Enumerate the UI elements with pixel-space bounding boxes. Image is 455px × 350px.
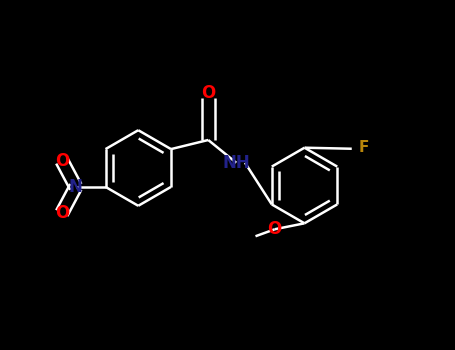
Text: O: O	[55, 152, 69, 170]
Text: NH: NH	[222, 154, 250, 172]
Text: O: O	[268, 220, 282, 238]
Text: F: F	[359, 140, 369, 155]
Text: O: O	[201, 84, 215, 102]
Text: N: N	[69, 178, 83, 196]
Text: O: O	[55, 204, 69, 222]
